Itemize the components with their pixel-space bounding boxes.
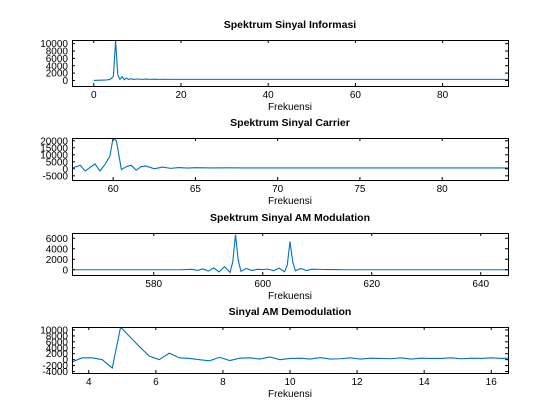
y-tick-label: 0 [62,164,68,175]
subplot-title: Spektrum Sinyal AM Modulation [210,212,370,224]
axes-frame [72,327,509,374]
y-tick-label: 4000 [46,61,69,72]
y-tick-label: 10000 [40,325,68,336]
y-tick-label: 8000 [46,47,69,58]
series-line [93,40,508,82]
x-tick-label: 20 [175,90,187,101]
y-tick-label: 2000 [46,69,69,80]
x-tick-label: 65 [190,184,202,195]
y-tick-label: 6000 [46,234,69,245]
x-tick-label: 75 [354,184,366,195]
y-tick-label: 6000 [46,54,69,65]
x-tick-label: 6 [153,377,159,388]
y-tick-label: -2000 [42,361,68,372]
y-tick-label: 4000 [46,343,69,354]
y-tick-label: 20000 [40,136,68,147]
y-tick-label: 4000 [46,244,69,255]
y-tick-label: -5000 [42,171,68,182]
x-axis-label: Frekuensi [268,389,312,400]
x-tick-label: 580 [145,279,162,290]
subplot-3: Spektrum Sinyal AM Modulation 580 600 620 64… [46,212,509,302]
x-tick-label: 70 [272,184,284,195]
y-tick-label: 0 [62,265,68,276]
x-axis-label: Frekuensi [268,196,312,207]
x-tick-label: 10 [284,377,296,388]
x-tick-label: 80 [437,184,449,195]
series-line [72,138,508,172]
axes-frame [72,138,509,181]
y-tick-label: 8000 [46,331,69,342]
y-tick-label: 0 [62,355,68,366]
subplot-2: Spektrum Sinyal Carrier 60 65 70 75 80 -500005… [40,117,509,207]
y-tick-label: -4000 [42,367,68,378]
x-tick-label: 8 [220,377,226,388]
x-axis-label: Frekuensi [268,102,312,113]
x-tick-label: 12 [352,377,364,388]
x-tick-label: 600 [254,279,271,290]
subplot-title: Sinyal AM Demodulation [229,306,352,318]
y-tick-label: 10000 [40,39,68,50]
y-tick-label: 10000 [40,150,68,161]
x-tick-label: 640 [472,279,489,290]
axes-frame [72,40,509,87]
subplot-title: Spektrum Sinyal Informasi [224,19,357,31]
axes-frame [72,233,509,276]
series-line [72,327,508,369]
x-axis-label: Frekuensi [268,291,312,302]
x-tick-label: 60 [350,90,362,101]
subplot-4: Sinyal AM Demodulation 4 6 8 10 12 14 16 -4000-2… [40,306,509,400]
series-line [72,234,508,274]
x-tick-label: 620 [363,279,380,290]
x-tick-label: 14 [419,377,431,388]
x-tick-label: 40 [263,90,275,101]
y-tick-label: 15000 [40,143,68,154]
x-tick-label: 4 [86,377,92,388]
y-tick-label: 5000 [46,157,69,168]
subplot-title: Spektrum Sinyal Carrier [230,117,350,129]
x-tick-label: 16 [486,377,498,388]
x-tick-label: 60 [108,184,120,195]
y-tick-label: 2000 [46,349,69,360]
y-tick-label: 0 [62,76,68,87]
y-tick-label: 6000 [46,337,69,348]
y-tick-label: 2000 [46,255,69,266]
x-tick-label: 0 [91,90,97,101]
x-tick-label: 80 [437,90,449,101]
